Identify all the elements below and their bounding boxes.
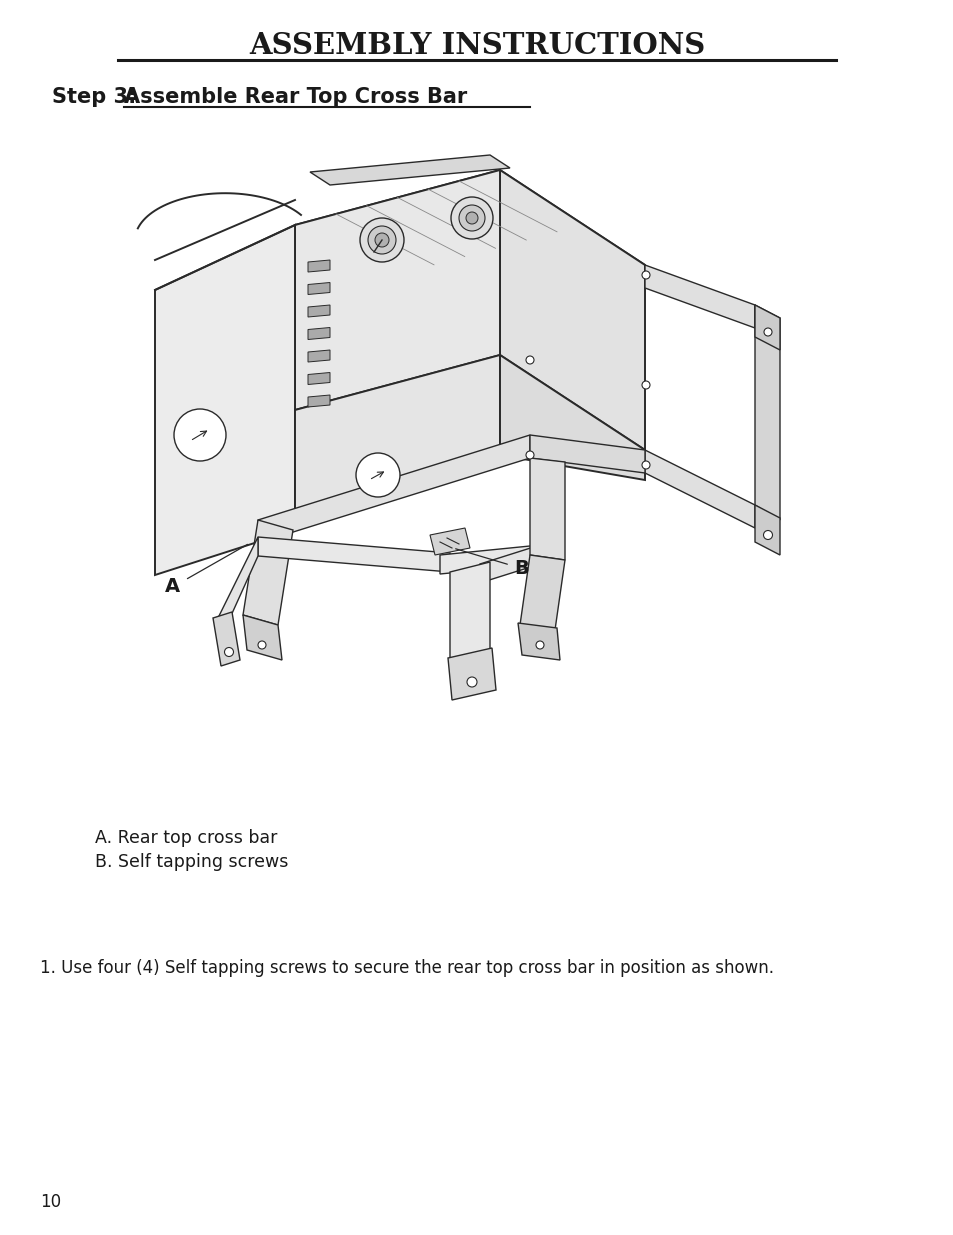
Circle shape bbox=[641, 270, 649, 279]
Circle shape bbox=[467, 677, 476, 687]
Polygon shape bbox=[257, 435, 530, 543]
Circle shape bbox=[375, 233, 389, 247]
Polygon shape bbox=[294, 354, 499, 510]
Text: A: A bbox=[164, 577, 179, 595]
Circle shape bbox=[257, 641, 266, 650]
Text: 10: 10 bbox=[40, 1193, 61, 1212]
Polygon shape bbox=[519, 555, 564, 630]
Polygon shape bbox=[754, 305, 780, 520]
Text: ASSEMBLY INSTRUCTIONS: ASSEMBLY INSTRUCTIONS bbox=[249, 32, 704, 61]
Polygon shape bbox=[308, 305, 330, 317]
Polygon shape bbox=[499, 354, 644, 480]
Circle shape bbox=[359, 219, 403, 262]
Circle shape bbox=[355, 453, 399, 496]
Polygon shape bbox=[213, 613, 240, 666]
Polygon shape bbox=[216, 537, 257, 640]
Circle shape bbox=[525, 451, 534, 459]
Circle shape bbox=[451, 198, 493, 240]
Polygon shape bbox=[517, 622, 559, 659]
Polygon shape bbox=[294, 170, 644, 320]
Circle shape bbox=[536, 641, 543, 650]
Circle shape bbox=[762, 531, 772, 540]
Polygon shape bbox=[754, 505, 780, 555]
Polygon shape bbox=[243, 615, 282, 659]
Polygon shape bbox=[308, 350, 330, 362]
Circle shape bbox=[525, 356, 534, 364]
Text: A. Rear top cross bar: A. Rear top cross bar bbox=[95, 829, 277, 847]
Text: B. Self tapping screws: B. Self tapping screws bbox=[95, 853, 288, 871]
Polygon shape bbox=[644, 266, 754, 329]
Polygon shape bbox=[308, 283, 330, 294]
Polygon shape bbox=[530, 435, 644, 473]
Polygon shape bbox=[448, 648, 496, 700]
Polygon shape bbox=[479, 545, 539, 582]
Circle shape bbox=[458, 205, 484, 231]
Polygon shape bbox=[294, 170, 499, 410]
Polygon shape bbox=[439, 545, 539, 574]
Text: Step 3:: Step 3: bbox=[52, 86, 144, 107]
Circle shape bbox=[763, 329, 771, 336]
Polygon shape bbox=[257, 537, 450, 572]
Circle shape bbox=[368, 226, 395, 254]
Polygon shape bbox=[530, 458, 564, 559]
Polygon shape bbox=[308, 261, 330, 272]
Polygon shape bbox=[308, 327, 330, 340]
Polygon shape bbox=[308, 395, 330, 408]
Circle shape bbox=[641, 461, 649, 469]
Polygon shape bbox=[450, 562, 490, 672]
Text: Assemble Rear Top Cross Bar: Assemble Rear Top Cross Bar bbox=[124, 86, 467, 107]
Polygon shape bbox=[754, 305, 780, 350]
Text: 1. Use four (4) Self tapping screws to secure the rear top cross bar in position: 1. Use four (4) Self tapping screws to s… bbox=[40, 960, 773, 977]
Polygon shape bbox=[243, 520, 293, 625]
Circle shape bbox=[465, 212, 477, 224]
Polygon shape bbox=[310, 156, 510, 185]
Polygon shape bbox=[644, 450, 754, 529]
Polygon shape bbox=[154, 225, 294, 576]
Circle shape bbox=[224, 647, 233, 657]
Polygon shape bbox=[430, 529, 470, 555]
Circle shape bbox=[173, 409, 226, 461]
Polygon shape bbox=[499, 170, 644, 450]
Text: B: B bbox=[514, 558, 529, 578]
Polygon shape bbox=[308, 373, 330, 384]
Circle shape bbox=[641, 382, 649, 389]
